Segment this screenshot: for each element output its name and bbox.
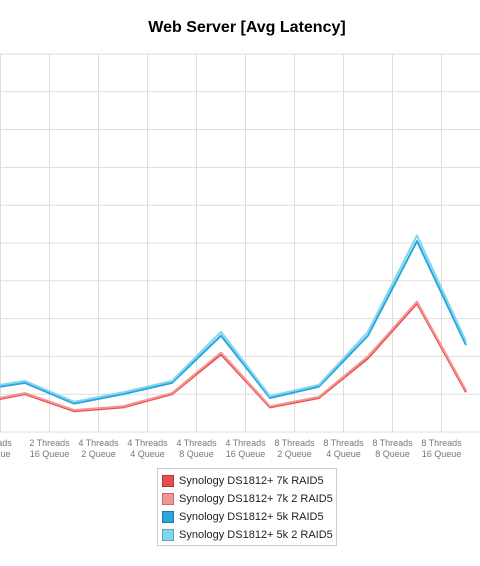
x-tick-label: 4 Threads 16 Queue bbox=[225, 438, 266, 459]
x-tick-label: 2 Threads 16 Queue bbox=[29, 438, 70, 459]
legend: Synology DS1812+ 7k RAID5 Synology DS1812… bbox=[157, 468, 337, 546]
x-tick-label: 4 Threads 8 Queue bbox=[176, 438, 217, 459]
x-tick-label: 4 Threads 4 Queue bbox=[127, 438, 168, 459]
series-line-4 bbox=[0, 234, 467, 403]
legend-label: Synology DS1812+ 7k RAID5 bbox=[179, 475, 324, 487]
x-tick-label: 8 Threads 4 Queue bbox=[323, 438, 364, 459]
x-tick-label: 8 Threads 16 Queue bbox=[421, 438, 462, 459]
x-tick-label: 8 Threads 2 Queue bbox=[274, 438, 315, 459]
legend-swatch bbox=[162, 493, 174, 505]
legend-label: Synology DS1812+ 5k 2 RAID5 bbox=[179, 529, 333, 541]
legend-item: Synology DS1812+ 5k RAID5 bbox=[162, 508, 332, 526]
legend-item: Synology DS1812+ 5k 2 RAID5 bbox=[162, 526, 333, 544]
legend-swatch bbox=[162, 529, 174, 541]
x-tick-label: readsueue bbox=[0, 438, 12, 459]
legend-item: Synology DS1812+ 7k RAID5 bbox=[162, 472, 332, 490]
chart-title: Web Server [Avg Latency] bbox=[148, 19, 346, 36]
series-lines bbox=[0, 234, 467, 413]
legend-swatch bbox=[162, 475, 174, 487]
series-line-3 bbox=[0, 240, 467, 405]
x-tick-label: 4 Threads 2 Queue bbox=[78, 438, 119, 459]
legend-label: Synology DS1812+ 7k 2 RAID5 bbox=[179, 493, 333, 505]
series-line-1 bbox=[0, 302, 467, 413]
series-line-2 bbox=[0, 300, 467, 412]
x-tick-label: 8 Threads 8 Queue bbox=[372, 438, 413, 459]
legend-label: Synology DS1812+ 5k RAID5 bbox=[179, 511, 324, 523]
legend-item: Synology DS1812+ 7k 2 RAID5 bbox=[162, 490, 333, 508]
legend-swatch bbox=[162, 511, 174, 523]
